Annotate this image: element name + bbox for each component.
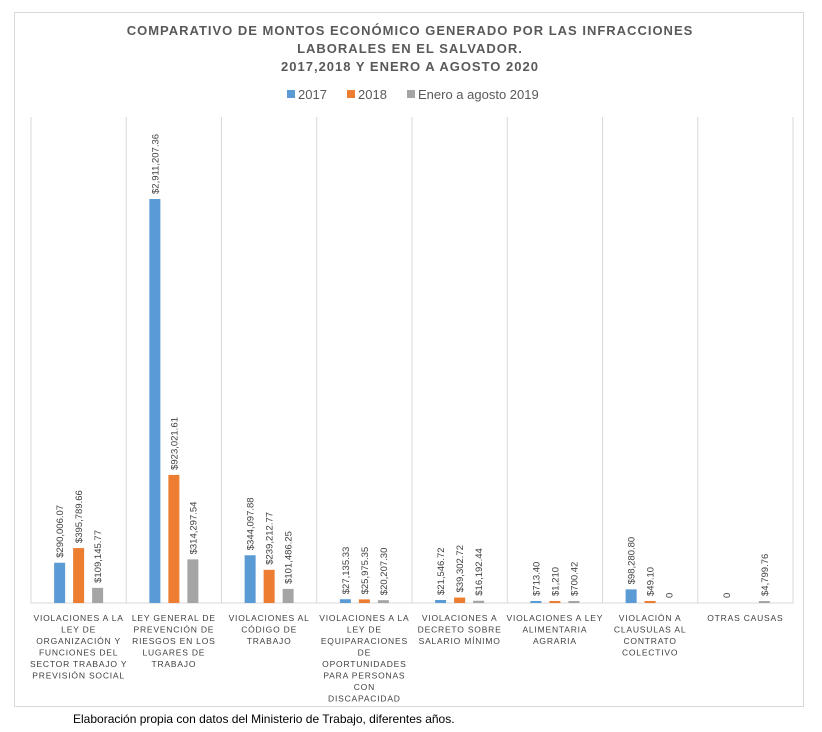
data-label: $239,212.77 [265,512,276,565]
bar-2018-cat-1 [168,474,180,603]
bar-2018-cat-5 [549,601,561,603]
category-label: AGRARIA [533,636,577,646]
category-label: TRABAJO [247,636,292,646]
bar-2018-cat-4 [454,597,466,603]
bar-2018-cat-3 [358,599,370,603]
data-label: 0 [665,593,676,598]
category-label: COLECTIVO [622,648,678,658]
data-label: $27,135.33 [341,547,352,595]
data-label: $98,280.80 [627,537,638,585]
bar-2018-cat-2 [263,569,275,603]
data-label: $39,302.72 [455,545,466,593]
category-label: ALIMENTARIA [522,625,587,635]
data-label: $25,975.35 [360,547,371,595]
category-label: EQUIPARACIONES [321,636,408,646]
data-label: $101,486.25 [284,531,295,584]
category-label: DECRETO SOBRE [418,625,502,635]
category-label: VIOLACIONES A LEY [507,613,604,623]
bar-enero-a-agosto-2019-cat-2 [282,588,294,603]
bar-2017-cat-1 [149,199,161,603]
category-label: LEY DE [347,625,382,635]
category-label: SECTOR TRABAJO Y [30,659,127,669]
category-label: RIESGOS EN LOS [132,636,215,646]
category-label: VIOLACIONES AL [229,613,310,623]
data-label: $2,911,207.36 [150,134,161,194]
bar-2017-cat-3 [339,599,351,603]
bar-2017-cat-5 [530,601,542,603]
data-label: $344,097.88 [246,497,257,550]
chart-title-line: COMPARATIVO DE MONTOS ECONÓMICO GENERADO… [127,23,694,38]
bar-2017-cat-0 [54,562,66,603]
category-label: CLAUSULAS AL [614,625,686,635]
data-label: $49.10 [646,567,657,596]
bar-2017-cat-4 [435,600,447,603]
category-label: CÓDIGO DE [241,625,297,635]
category-label: ORGANIZACIÓN Y [36,636,121,646]
data-label: $16,192.44 [474,548,485,596]
bar-enero-a-agosto-2019-cat-7 [758,601,770,603]
bar-enero-a-agosto-2019-cat-5 [568,601,580,603]
category-label: FUNCIONES DEL [39,648,118,658]
data-label: $700.42 [569,562,580,596]
category-label: CONTRATO [623,636,676,646]
data-label: $20,207.30 [379,548,390,596]
category-label: CON [354,682,375,692]
legend-label: Enero a agosto 2019 [418,87,539,102]
data-label: $4,799.76 [760,554,771,596]
category-label: SALARIO MÍNIMO [419,636,501,646]
category-label: VIOLACIÓN A [619,613,682,623]
chart-title-line: 2017,2018 Y ENERO A AGOSTO 2020 [281,59,539,74]
category-label: LEY DE [61,625,96,635]
bar-2018-cat-6 [644,601,656,603]
data-label: $395,789.66 [74,490,85,543]
chart-svg: COMPARATIVO DE MONTOS ECONÓMICO GENERADO… [30,23,794,704]
data-label: $713.40 [531,562,542,596]
legend-swatch-1 [347,90,355,98]
data-label: $109,145.77 [93,530,104,583]
data-label: $290,006.07 [55,505,66,558]
category-label: PREVENCIÓN DE [133,625,214,635]
category-label: VIOLACIONES A [422,613,498,623]
legend-label: 2018 [358,87,387,102]
category-label: DISCAPACIDAD [328,694,401,704]
data-label: $923,021.61 [169,417,180,470]
source-footnote: Elaboración propia con datos del Ministe… [73,712,455,726]
category-label: PREVISIÓN SOCIAL [32,671,125,681]
bar-2018-cat-0 [73,548,85,603]
bar-enero-a-agosto-2019-cat-4 [473,600,485,603]
bar-enero-a-agosto-2019-cat-1 [187,559,199,603]
category-label: OTRAS CAUSAS [707,613,783,623]
category-label: DE [358,648,371,658]
data-label: $1,210 [550,567,561,596]
data-label: $314,297.54 [188,502,199,555]
legend-label: 2017 [298,87,327,102]
chart-frame: COMPARATIVO DE MONTOS ECONÓMICO GENERADO… [14,12,804,707]
chart-title-line: LABORALES EN EL SALVADOR. [297,41,523,56]
category-label: PARA PERSONAS [323,671,405,681]
legend-swatch-2 [407,90,415,98]
category-label: LEY GENERAL DE [132,613,216,623]
category-label: OPORTUNIDADES [322,659,406,669]
category-label: VIOLACIONES A LA [319,613,409,623]
bar-2017-cat-6 [625,589,637,603]
data-label: 0 [722,593,733,598]
bar-enero-a-agosto-2019-cat-0 [92,587,104,603]
bar-2017-cat-2 [244,555,256,603]
category-label: TRABAJO [151,659,196,669]
category-label: LUGARES DE [142,648,205,658]
data-label: $21,546.72 [436,547,447,595]
legend-swatch-0 [287,90,295,98]
category-label: VIOLACIONES A LA [33,613,123,623]
bar-enero-a-agosto-2019-cat-3 [377,600,389,603]
